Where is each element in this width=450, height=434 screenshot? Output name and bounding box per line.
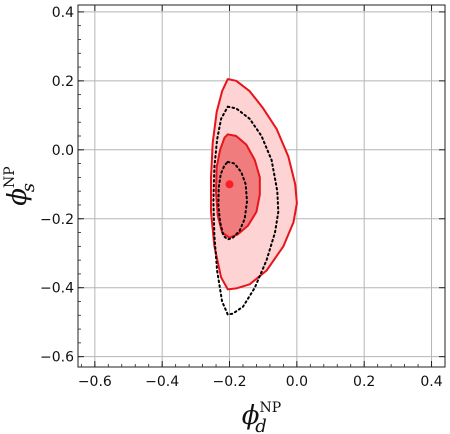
x-axis-label: ϕNP d [242,400,281,434]
x-tick-label: 0.4 [420,374,442,390]
x-tick-label: −0.2 [213,374,247,390]
y-tick-label: 0.2 [52,74,74,90]
contour-filled-red-inner [215,133,261,239]
y-axis-label: ϕNPs [2,166,39,205]
best-fit-point [225,180,234,189]
y-tick-label: −0.2 [40,212,74,228]
y-axis-label-group: ϕNPs [2,166,39,205]
x-tick-label: −0.4 [145,374,179,390]
y-tick-label: −0.4 [40,281,74,297]
x-tick-label: −0.6 [78,374,112,390]
y-tick-label: −0.6 [40,350,74,366]
contour-dotted-outer [212,105,280,316]
plot-frame [77,4,446,368]
confidence-regions [210,78,298,316]
y-tick-label: 0.0 [52,143,74,159]
x-tick-label: 0.0 [286,374,308,390]
axis-ticks: −0.6 −0.4 −0.2 0.0 0.2 0.4 −0.6 −0.4 −0.2 0.0 0.2 0… [40,5,446,390]
contour-dotted-inner [217,160,249,241]
x-tick-label: 0.2 [353,374,375,390]
y-tick-label: 0.4 [52,5,74,21]
best-fit-layer [225,180,234,189]
